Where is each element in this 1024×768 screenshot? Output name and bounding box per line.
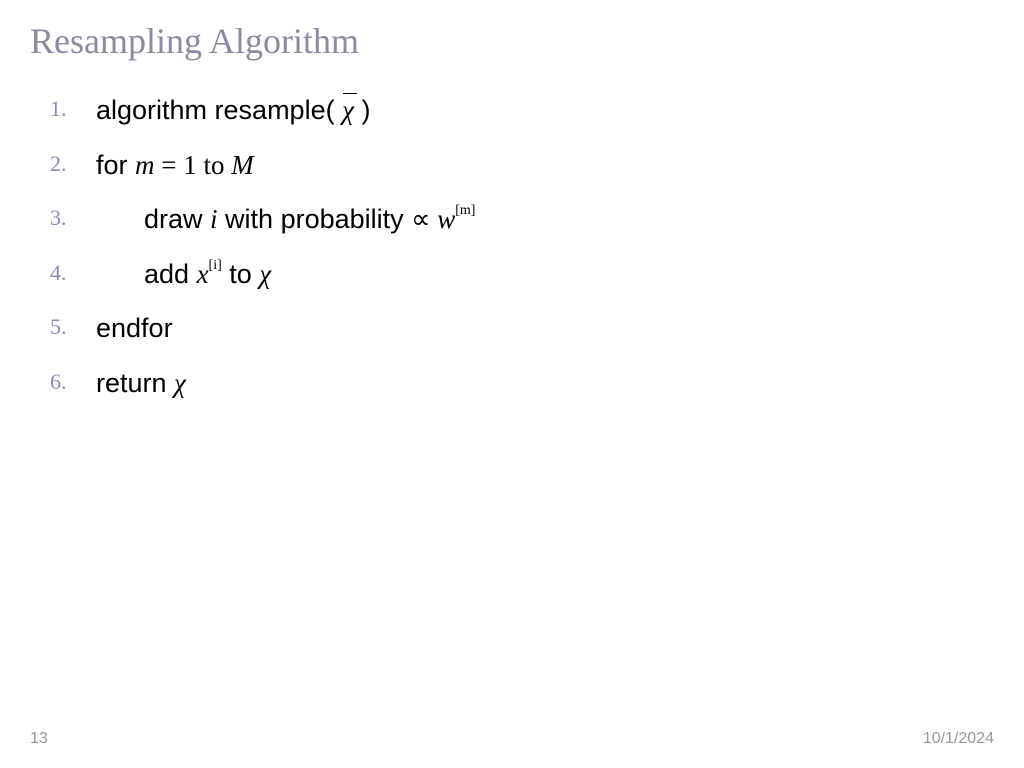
line-text: algorithm resample( [96, 95, 342, 125]
superscript-i: [i] [209, 258, 222, 273]
indent: add x[i] to χ [144, 259, 271, 289]
propto-symbol: ∝ [411, 204, 437, 234]
chi-bar-symbol: χ [342, 90, 354, 131]
line-text: for [96, 150, 135, 180]
line-text: = 1 to [155, 150, 232, 180]
list-item: endfor [92, 308, 994, 349]
var-M: M [231, 150, 254, 180]
page-number: 13 [30, 730, 48, 748]
line-text: to [222, 259, 260, 289]
list-item: for m = 1 to M [92, 145, 994, 186]
line-text: return [96, 368, 174, 398]
chi-symbol: χ [174, 363, 186, 404]
list-item: algorithm resample( χ ) [92, 90, 994, 131]
line-text: add [144, 259, 197, 289]
page-title: Resampling Algorithm [30, 20, 994, 62]
algorithm-list: algorithm resample( χ ) for m = 1 to M d… [30, 90, 994, 403]
list-item: return χ [92, 363, 994, 404]
line-text: endfor [96, 313, 173, 343]
line-text: ) [354, 95, 371, 125]
list-item: add x[i] to χ [92, 254, 994, 295]
var-i: i [210, 204, 218, 234]
list-item: draw i with probability ∝ w[m] [92, 199, 994, 240]
indent: draw i with probability ∝ w[m] [144, 204, 475, 234]
date: 10/1/2024 [923, 730, 994, 748]
var-m: m [135, 150, 155, 180]
superscript-m: [m] [455, 203, 475, 218]
line-text: draw [144, 204, 210, 234]
var-w: w [437, 204, 455, 234]
var-x: x [197, 259, 209, 289]
line-text: with probability [218, 204, 412, 234]
slide: Resampling Algorithm algorithm resample(… [0, 0, 1024, 768]
chi-symbol: χ [259, 254, 271, 295]
footer: 13 10/1/2024 [30, 730, 994, 748]
